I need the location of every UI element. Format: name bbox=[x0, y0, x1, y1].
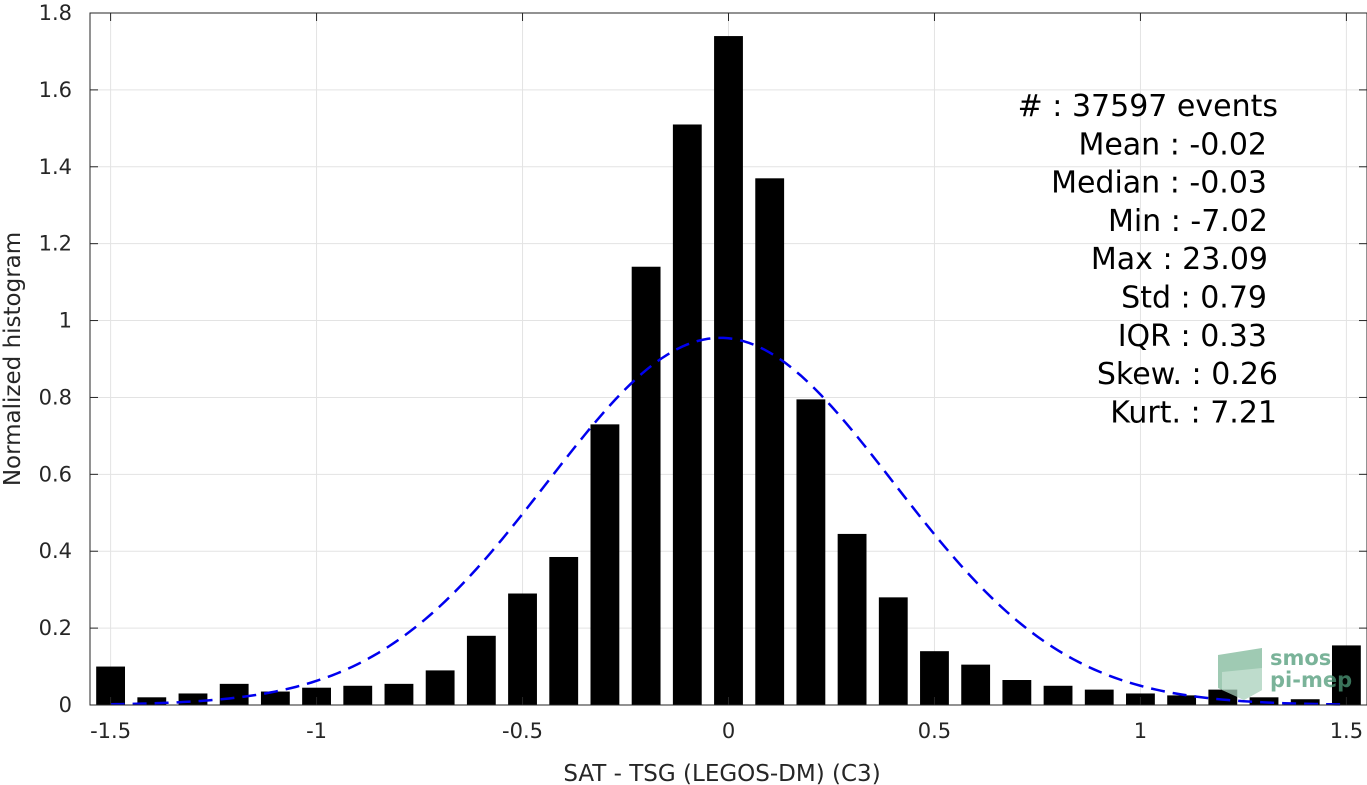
histogram-bar bbox=[796, 399, 826, 705]
histogram-bar bbox=[1290, 699, 1320, 705]
histogram-bar bbox=[178, 693, 208, 705]
histogram-bar bbox=[260, 691, 290, 705]
histogram-bar bbox=[1167, 695, 1197, 705]
histogram-bar bbox=[508, 593, 537, 705]
histogram-bar bbox=[343, 685, 373, 705]
histogram-bar bbox=[425, 670, 455, 705]
stat-line: # : 37597 events bbox=[1018, 89, 1278, 124]
y-tick-label: 0.6 bbox=[39, 462, 72, 486]
y-tick-label: 0 bbox=[59, 693, 72, 717]
y-tick-label: 1.4 bbox=[39, 155, 72, 179]
stat-line: Min : -7.02 bbox=[1108, 204, 1268, 239]
y-axis-ticks: 0 0.2 0.4 0.6 0.8 1 1.2 1.4 1.6 1.8 bbox=[39, 1, 1367, 717]
histogram-bar bbox=[1331, 645, 1361, 705]
histogram-bar bbox=[219, 683, 249, 705]
y-tick-label: 1.2 bbox=[39, 232, 72, 256]
smos-pimep-logo: smos pi-mep bbox=[1218, 646, 1352, 700]
logo-mark-shade bbox=[1222, 668, 1262, 700]
y-tick-label: 0.2 bbox=[39, 616, 72, 640]
bar-series bbox=[96, 36, 1361, 706]
logo-text-smos: smos bbox=[1270, 646, 1331, 670]
histogram-bar bbox=[755, 178, 785, 706]
y-axis-label: Normalized histogram bbox=[0, 232, 26, 486]
gaussian-fit-curve bbox=[110, 336, 1347, 706]
histogram-bar bbox=[1002, 680, 1032, 705]
histogram-bar bbox=[302, 687, 331, 705]
x-tick-label: -1.5 bbox=[90, 719, 131, 743]
histogram-bar bbox=[920, 651, 949, 705]
histogram-bar bbox=[714, 36, 743, 706]
histogram-bar bbox=[837, 533, 867, 705]
x-tick-label: 0.5 bbox=[918, 719, 951, 743]
x-tick-label: 1 bbox=[1134, 719, 1147, 743]
histogram-bar bbox=[1043, 685, 1073, 705]
stat-line: IQR : 0.33 bbox=[1118, 319, 1267, 354]
x-tick-label: 1.5 bbox=[1330, 719, 1363, 743]
stat-line: Std : 0.79 bbox=[1121, 281, 1267, 316]
y-tick-label: 1.6 bbox=[39, 78, 72, 102]
y-tick-label: 1.8 bbox=[39, 1, 72, 25]
histogram-bar bbox=[631, 266, 661, 705]
histogram-bar bbox=[672, 124, 702, 705]
logo-text-pimep: pi-mep bbox=[1270, 668, 1352, 692]
histogram-bar bbox=[466, 635, 496, 705]
stat-line: Median : -0.03 bbox=[1051, 166, 1267, 201]
histogram-bar bbox=[1084, 689, 1114, 705]
stat-line: Skew. : 0.26 bbox=[1097, 357, 1278, 392]
histogram-bar bbox=[137, 697, 167, 705]
stat-line: Kurt. : 7.21 bbox=[1110, 395, 1277, 430]
y-tick-label: 0.8 bbox=[39, 385, 72, 409]
histogram-bar bbox=[961, 664, 991, 705]
histogram-bar bbox=[384, 683, 414, 705]
x-tick-label: -1 bbox=[306, 719, 327, 743]
y-tick-label: 0.4 bbox=[39, 539, 72, 563]
histogram-bar bbox=[590, 424, 620, 705]
histogram-bar bbox=[878, 597, 908, 705]
stat-line: Mean : -0.02 bbox=[1078, 127, 1267, 162]
x-axis-ticks: -1.5 -1 -0.5 0 0.5 1 1.5 bbox=[90, 13, 1363, 743]
x-tick-label: 0 bbox=[722, 719, 735, 743]
x-axis-label: SAT - TSG (LEGOS-DM) (C3) bbox=[563, 761, 880, 785]
histogram-bar bbox=[549, 556, 579, 705]
x-tick-label: -0.5 bbox=[502, 719, 543, 743]
y-tick-label: 1 bbox=[59, 309, 72, 333]
stat-line: Max : 23.09 bbox=[1091, 242, 1268, 277]
